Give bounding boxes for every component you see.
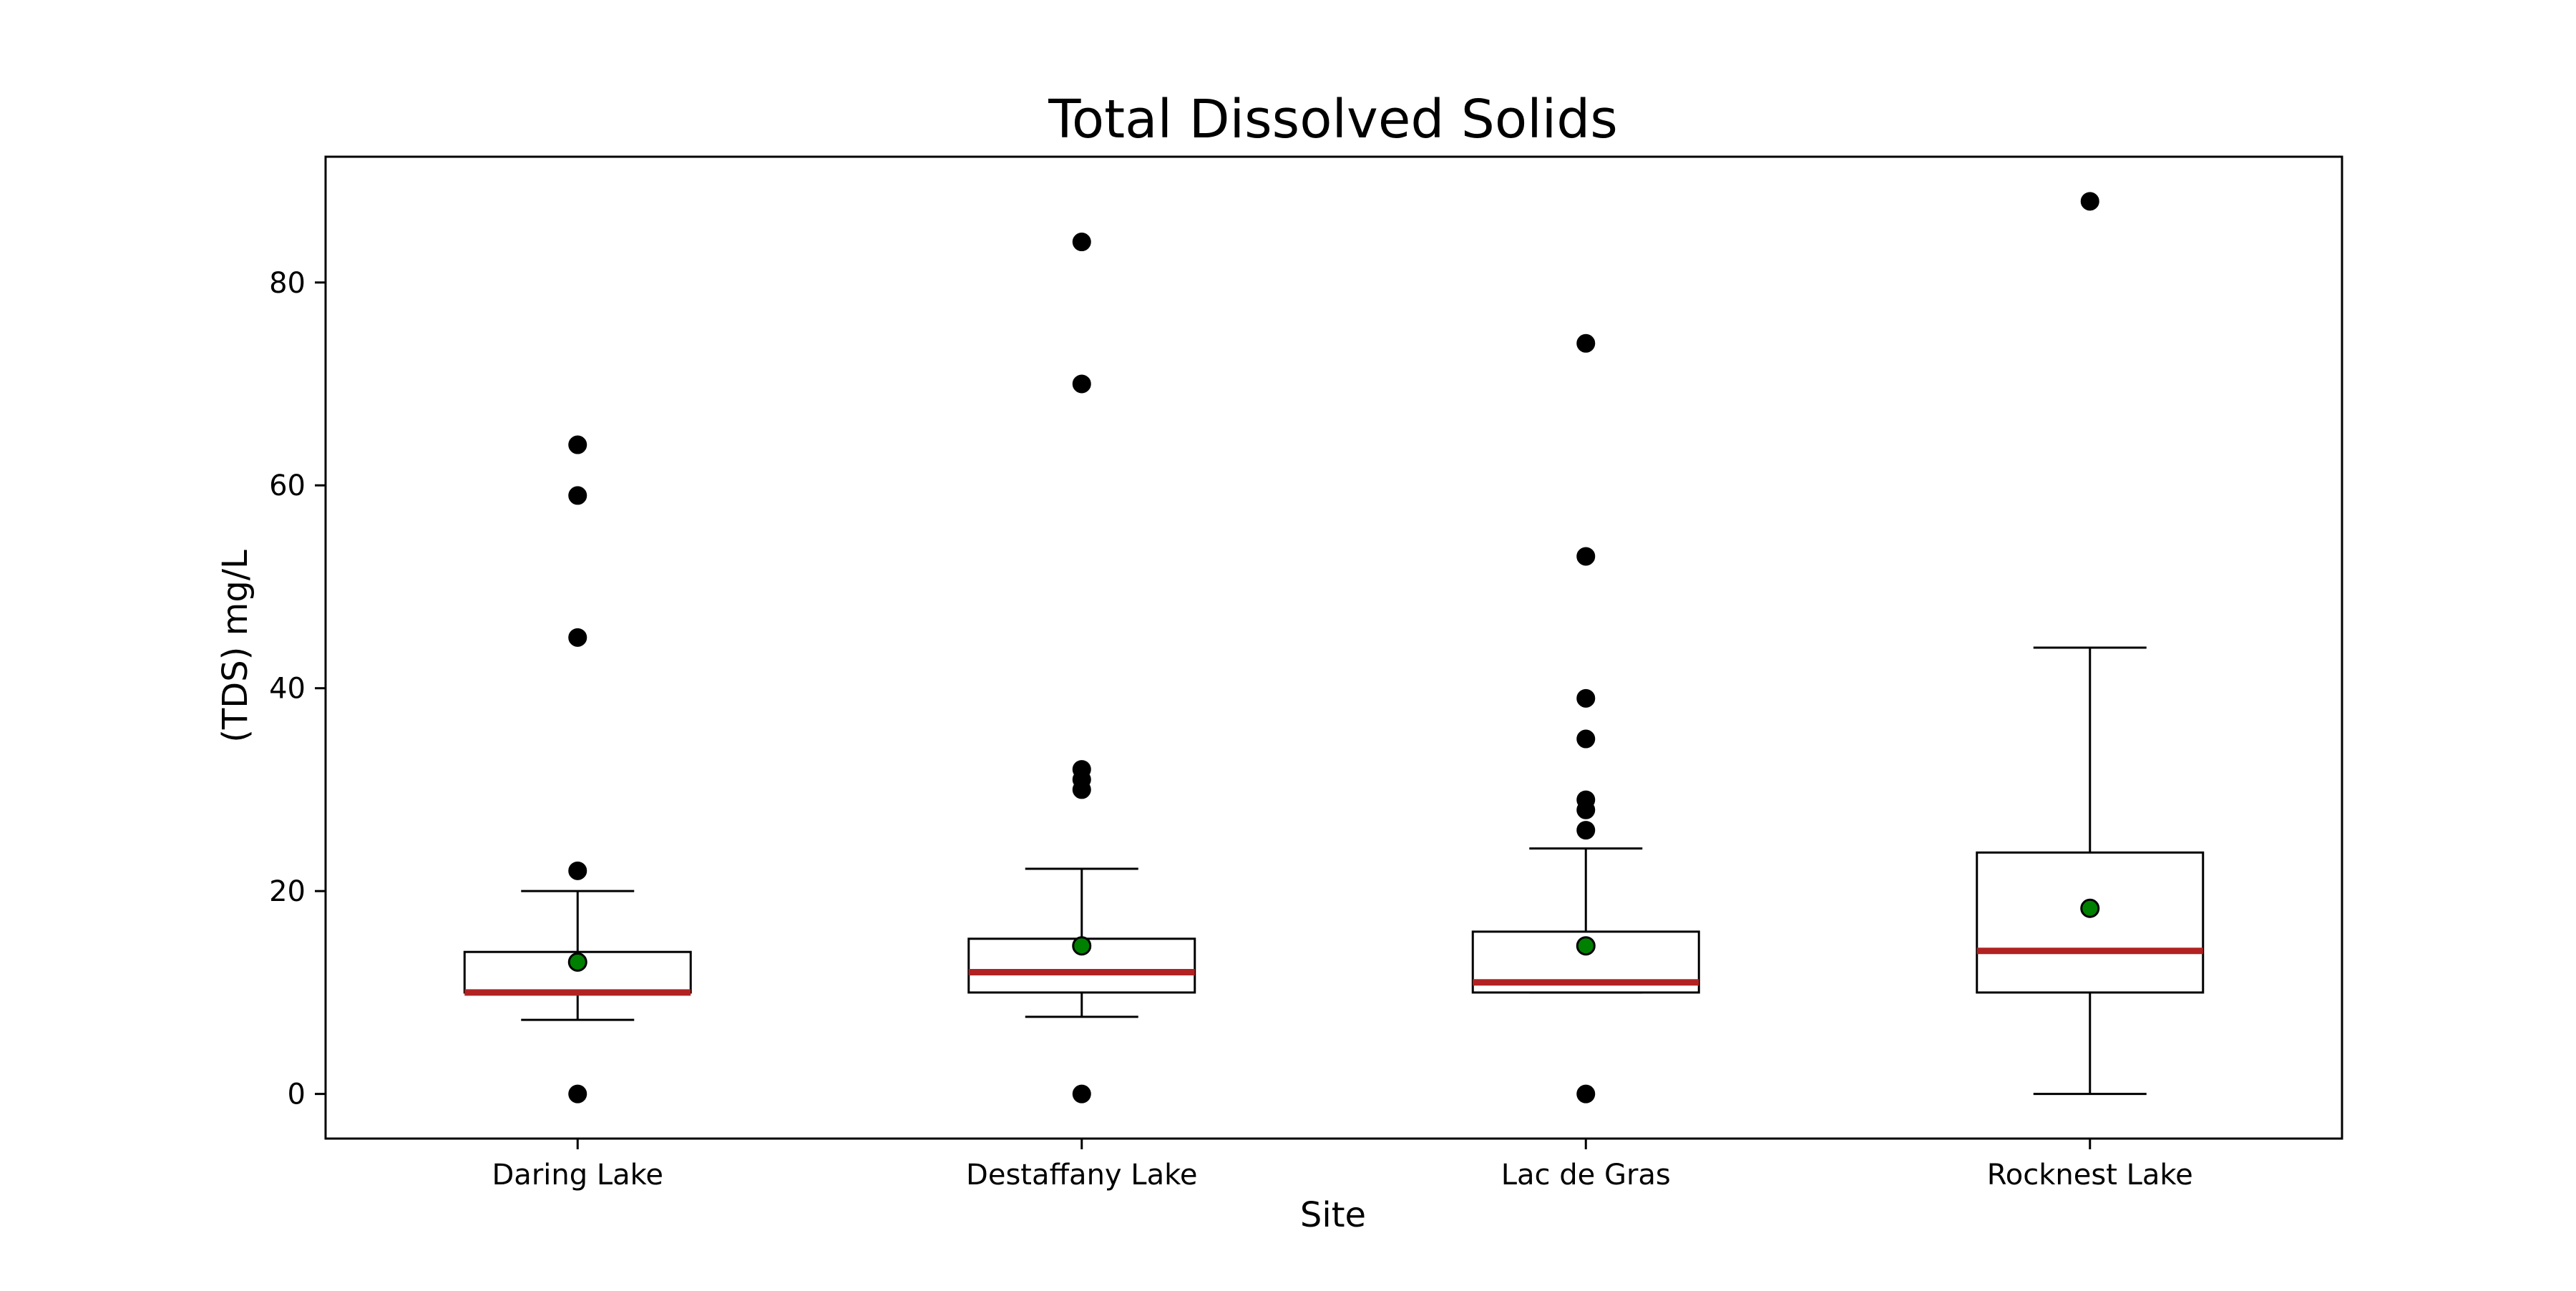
- plot-frame: [324, 155, 2343, 1140]
- y-tick-label: 60: [269, 469, 306, 502]
- x-tick-label: Destaffany Lake: [966, 1159, 1197, 1192]
- mean-marker: [567, 952, 587, 972]
- box-iqr: [1976, 851, 2205, 994]
- outlier-point: [1072, 1084, 1091, 1104]
- y-tick-label: 0: [288, 1078, 306, 1111]
- x-tick-label: Lac de Gras: [1501, 1159, 1671, 1192]
- y-tick-label: 20: [269, 875, 306, 908]
- y-tick-label: 80: [269, 267, 306, 300]
- mean-marker: [1072, 936, 1092, 956]
- outlier-point: [568, 861, 587, 880]
- y-axis-label: (TDS) mg/L: [215, 550, 255, 743]
- outlier-point: [2080, 192, 2099, 211]
- outlier-point: [1576, 1084, 1596, 1104]
- outlier-point: [1576, 790, 1596, 809]
- x-tick-label: Rocknest Lake: [1987, 1159, 2193, 1192]
- x-axis-label: Site: [1300, 1195, 1366, 1235]
- plot-area: 0 20 40 60 80 Daring Lake Destaffany Lake Lac d…: [269, 192, 2205, 1192]
- outlier-point: [1576, 729, 1596, 749]
- outlier-point: [568, 1084, 587, 1104]
- y-tick-label: 40: [269, 673, 306, 706]
- outlier-point: [568, 435, 587, 454]
- outlier-point: [1072, 374, 1091, 394]
- outlier-point: [1072, 233, 1091, 252]
- chart-title: Total Dissolved Solids: [1048, 89, 1618, 150]
- outlier-point: [1576, 333, 1596, 353]
- outlier-point: [1576, 821, 1596, 840]
- outlier-point: [1072, 760, 1091, 779]
- x-tick-label: Daring Lake: [492, 1159, 663, 1192]
- outlier-point: [568, 486, 587, 505]
- mean-marker: [2080, 898, 2100, 918]
- mean-marker: [1576, 936, 1596, 956]
- outlier-point: [1576, 547, 1596, 566]
- outlier-point: [568, 628, 587, 647]
- outlier-point: [1576, 688, 1596, 708]
